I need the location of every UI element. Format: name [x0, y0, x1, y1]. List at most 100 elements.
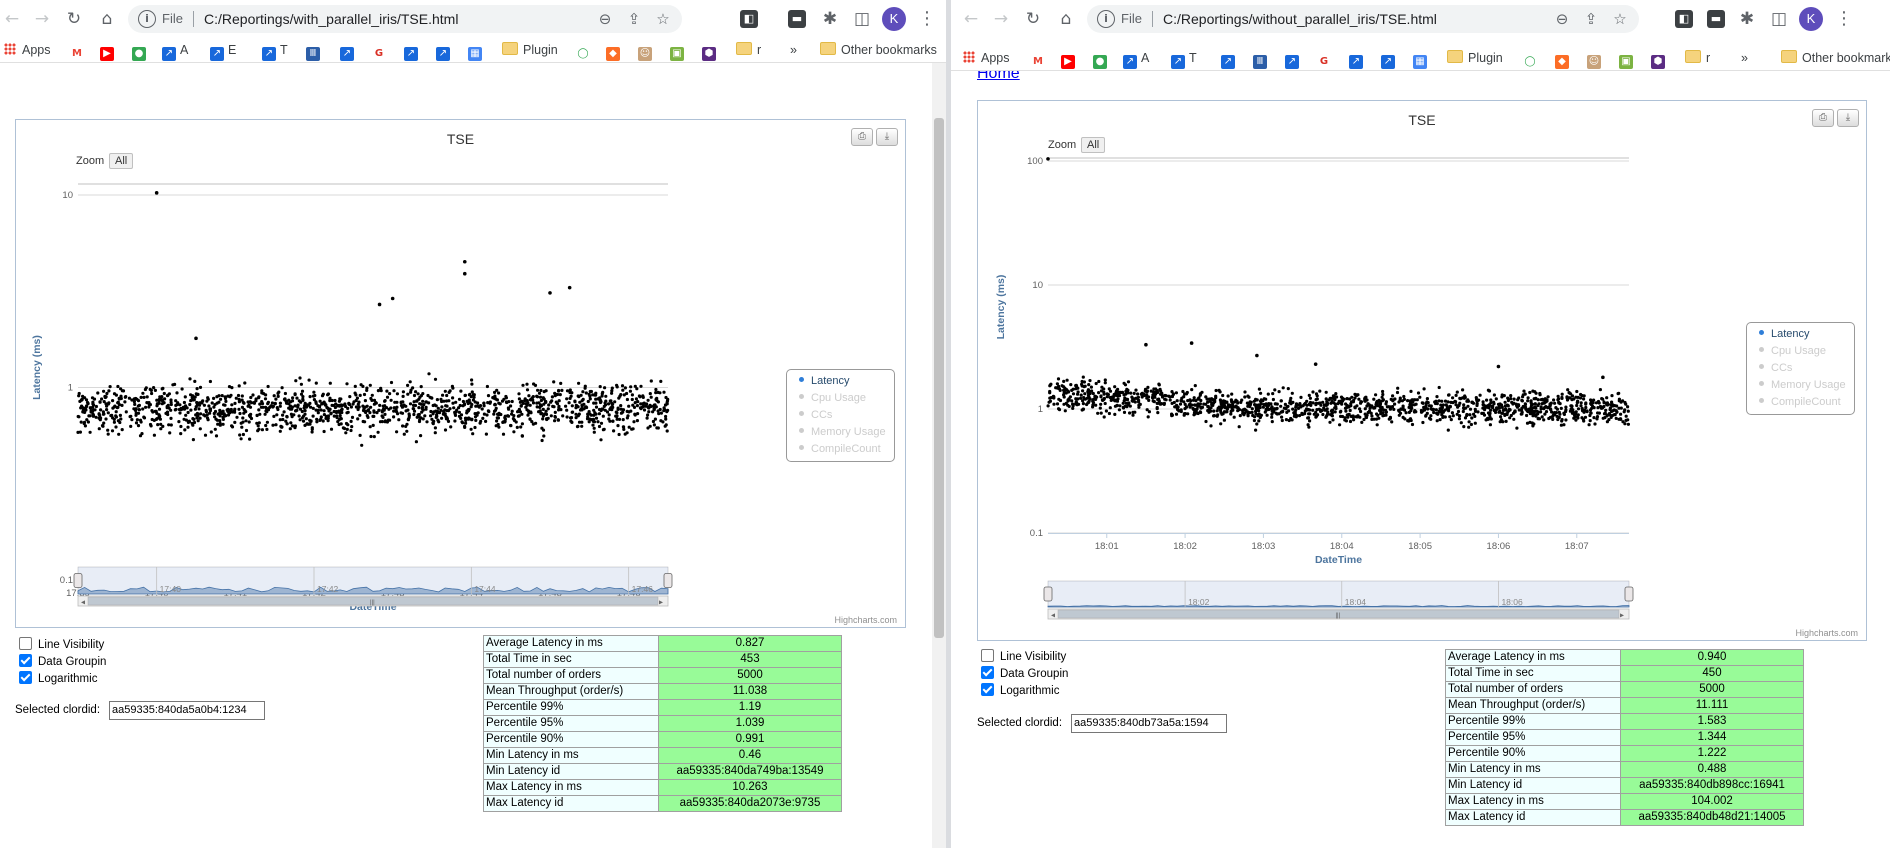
print-icon[interactable]: ⎙ — [1812, 109, 1834, 127]
legend-item-compilecount[interactable]: CompileCount — [799, 443, 881, 455]
legend-item-cpu-usage[interactable]: Cpu Usage — [1759, 345, 1826, 357]
status-icon[interactable]: ◯ — [1523, 55, 1537, 69]
g-icon[interactable]: G — [372, 41, 390, 61]
bookmark-other[interactable]: Other bookmarks — [820, 41, 937, 59]
line-visibility-toggle[interactable]: Line Visibility — [981, 649, 1066, 665]
scrollbar[interactable] — [932, 63, 946, 848]
puzzle-icon[interactable]: ✱ — [822, 9, 838, 29]
checkbox[interactable] — [19, 654, 32, 667]
checkbox[interactable] — [19, 671, 32, 684]
forward-icon[interactable]: → — [993, 9, 1009, 29]
grid-icon[interactable]: ▣ — [670, 41, 688, 61]
youtube-icon[interactable]: ▶ — [1061, 49, 1079, 69]
person-icon[interactable]: ☺ — [1587, 55, 1601, 69]
sidepanel-icon[interactable]: ◫ — [1770, 9, 1788, 29]
g-icon[interactable]: G — [1317, 49, 1335, 69]
home-icon[interactable]: ⌂ — [101, 9, 113, 29]
reload-icon[interactable]: ↻ — [66, 9, 82, 29]
library-icon[interactable]: Ⅲ — [1253, 49, 1271, 69]
bookmark-r[interactable]: r — [1685, 49, 1710, 67]
bookmark-other[interactable]: Other bookmarks — [1781, 49, 1890, 67]
bookmark-apps[interactable]: Apps — [963, 49, 1010, 67]
calendar-icon[interactable]: ▦ — [1413, 49, 1431, 69]
share-icon[interactable]: ⇪ — [1584, 10, 1598, 28]
jira-icon[interactable]: ↗ — [1285, 49, 1303, 69]
jira-icon[interactable]: ↗ — [1221, 49, 1239, 69]
youtube-icon[interactable]: ▶ — [100, 41, 118, 61]
legend-item-memory-usage[interactable]: Memory Usage — [1759, 379, 1846, 391]
jira-icon[interactable]: ↗ — [340, 41, 358, 61]
person-icon[interactable]: ☺ — [638, 47, 652, 61]
reload-icon[interactable]: ↻ — [1025, 9, 1041, 29]
bookmark-plugin[interactable]: Plugin — [1447, 49, 1503, 67]
legend-item-ccs[interactable]: CCs — [799, 409, 832, 421]
menu-icon[interactable]: ⋮ — [1835, 8, 1853, 29]
chart-credits[interactable]: Highcharts.com — [834, 615, 897, 625]
library-icon[interactable]: Ⅲ — [306, 41, 324, 61]
download-icon[interactable]: ⤓ — [876, 128, 898, 146]
bookmark-e[interactable]: ↗ E — [210, 41, 236, 61]
home-icon[interactable]: ⌂ — [1060, 9, 1072, 29]
legend-item-ccs[interactable]: CCs — [1759, 362, 1792, 374]
checkbox[interactable] — [981, 683, 994, 696]
shield-icon[interactable]: ⬢ — [702, 41, 720, 61]
selected-clordid-input[interactable]: aa59335:840db73a5a:1594 — [1071, 714, 1227, 733]
zoom-icon[interactable]: ⊖ — [1555, 10, 1569, 28]
info-icon[interactable]: i — [138, 10, 156, 28]
logarithmic-toggle[interactable]: Logarithmic — [19, 671, 97, 687]
sidepanel-icon[interactable]: ◫ — [853, 9, 871, 29]
download-icon[interactable]: ⤓ — [1837, 109, 1859, 127]
data-grouping-toggle[interactable]: Data Groupin — [19, 654, 106, 670]
url-text[interactable]: C:/Reportings/with_parallel_iris/TSE.htm… — [204, 11, 459, 27]
menu-icon[interactable]: ⋮ — [918, 8, 936, 29]
share-icon[interactable]: ⇪ — [627, 10, 641, 28]
jira-icon[interactable]: ↗ — [1381, 49, 1399, 69]
jira-icon[interactable]: ↗ — [436, 41, 454, 61]
info-icon[interactable]: i — [1097, 10, 1115, 28]
extension-icon[interactable]: ▬ — [788, 10, 806, 28]
bookmark-a[interactable]: ↗ A — [1123, 49, 1149, 69]
bookmark-apps[interactable]: Apps — [4, 41, 51, 59]
line-visibility-toggle[interactable]: Line Visibility — [19, 637, 104, 653]
shield-icon[interactable]: ⬢ — [1651, 49, 1669, 69]
maps-icon[interactable]: ● — [132, 41, 150, 61]
gitlab-icon[interactable]: ◆ — [606, 41, 624, 61]
bookmark-t[interactable]: ↗ T — [1171, 49, 1197, 69]
legend-item-latency[interactable]: Latency — [799, 375, 850, 387]
puzzle-icon[interactable]: ✱ — [1739, 9, 1755, 29]
avatar[interactable]: K — [882, 7, 906, 31]
bookmark-a[interactable]: ↗ A — [162, 41, 188, 61]
bookmark-t[interactable]: ↗ T — [262, 41, 288, 61]
legend-item-latency[interactable]: Latency — [1759, 328, 1810, 340]
address-bar[interactable]: i File C:/Reportings/without_parallel_ir… — [1087, 5, 1639, 33]
star-icon[interactable]: ☆ — [656, 10, 670, 28]
zoom-all-button[interactable]: All — [109, 153, 134, 169]
star-icon[interactable]: ☆ — [1613, 10, 1627, 28]
calendar-icon[interactable]: ▦ — [468, 41, 486, 61]
checkbox[interactable] — [981, 666, 994, 679]
print-icon[interactable]: ⎙ — [851, 128, 873, 146]
jira-icon[interactable]: ↗ — [1349, 49, 1367, 69]
url-text[interactable]: C:/Reportings/without_parallel_iris/TSE.… — [1163, 11, 1437, 27]
legend-item-compilecount[interactable]: CompileCount — [1759, 396, 1841, 408]
legend-item-cpu-usage[interactable]: Cpu Usage — [799, 392, 866, 404]
status-icon[interactable]: ◯ — [576, 47, 590, 61]
zoom-all-button[interactable]: All — [1081, 137, 1106, 153]
chart-credits[interactable]: Highcharts.com — [1795, 628, 1858, 638]
zoom-icon[interactable]: ⊖ — [598, 10, 612, 28]
back-icon[interactable]: ← — [4, 9, 20, 29]
home-link[interactable]: Home — [977, 71, 1020, 82]
logarithmic-toggle[interactable]: Logarithmic — [981, 683, 1059, 699]
gmail-icon[interactable]: M — [1031, 49, 1049, 69]
grid-icon[interactable]: ▣ — [1619, 49, 1637, 69]
maps-icon[interactable]: ● — [1093, 49, 1111, 69]
back-icon[interactable]: ← — [963, 9, 979, 29]
gitlab-icon[interactable]: ◆ — [1555, 49, 1573, 69]
more-bookmarks-icon[interactable]: » — [790, 43, 797, 57]
extension-icon[interactable]: ◧ — [1675, 10, 1693, 28]
selected-clordid-input[interactable]: aa59335:840da5a0b4:1234 — [109, 701, 265, 720]
checkbox[interactable] — [981, 649, 994, 662]
extension-icon[interactable]: ▬ — [1707, 10, 1725, 28]
bookmark-r[interactable]: r — [736, 41, 761, 59]
avatar[interactable]: K — [1799, 7, 1823, 31]
